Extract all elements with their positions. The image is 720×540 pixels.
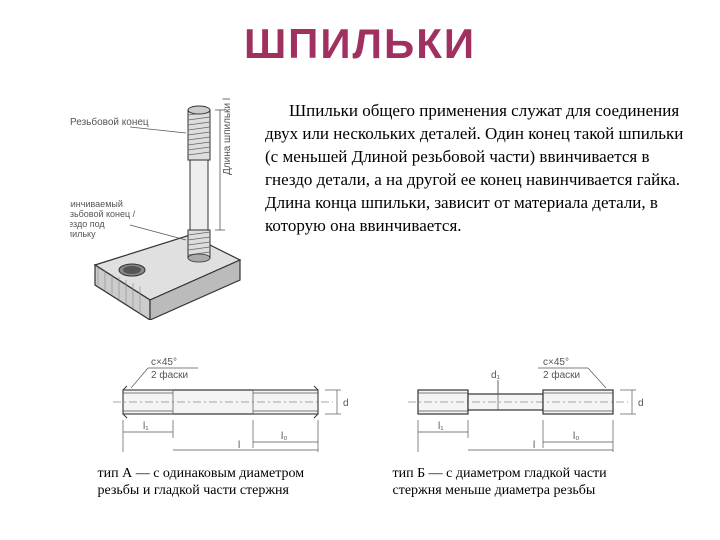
chamfer-sub-a: 2 фаски — [151, 369, 188, 381]
caption-type-a: тип А — с одинаковым диаметром резьбы и … — [98, 466, 348, 500]
chamfer-label-b: с×45° — [543, 357, 569, 368]
chamfer-label-a: с×45° — [151, 357, 177, 368]
label-bottom-thread: Ввинчиваемый резьбовой конец / гнездо по… — [70, 200, 140, 240]
dim-d1-b: d₁ — [491, 370, 501, 381]
chamfer-sub-b: 2 фаски — [543, 369, 580, 381]
stud-3d-figure: Длина шпильки l Резьбовой конец Ввинчива… — [70, 85, 250, 320]
label-top-thread: Резьбовой конец — [70, 116, 149, 128]
diagram-type-b: с×45° 2 фаски l₁ l₀ l d₁ — [385, 340, 650, 500]
page-title: ШПИЛЬКИ — [0, 20, 720, 68]
dim-l0-a: l₀ — [281, 431, 287, 442]
dim-l1-a: l₁ — [143, 421, 149, 432]
body-paragraph: Шпильки общего применения служат для сое… — [265, 100, 685, 238]
stud-icon — [188, 106, 210, 262]
dim-d-b: d — [638, 398, 644, 409]
dim-l-b: l — [533, 440, 535, 451]
caption-type-b: тип Б — с диаметром гладкой части стержн… — [393, 466, 643, 500]
dim-l1-b: l₁ — [438, 421, 444, 432]
diagram-type-a: с×45° 2 фаски l₁ l₀ l — [90, 340, 355, 500]
dim-d-a: d — [343, 398, 349, 409]
dim-l-a: l — [238, 440, 240, 451]
dim-length-label: Длина шпильки l — [222, 98, 233, 175]
dim-l0-b: l₀ — [573, 431, 579, 442]
